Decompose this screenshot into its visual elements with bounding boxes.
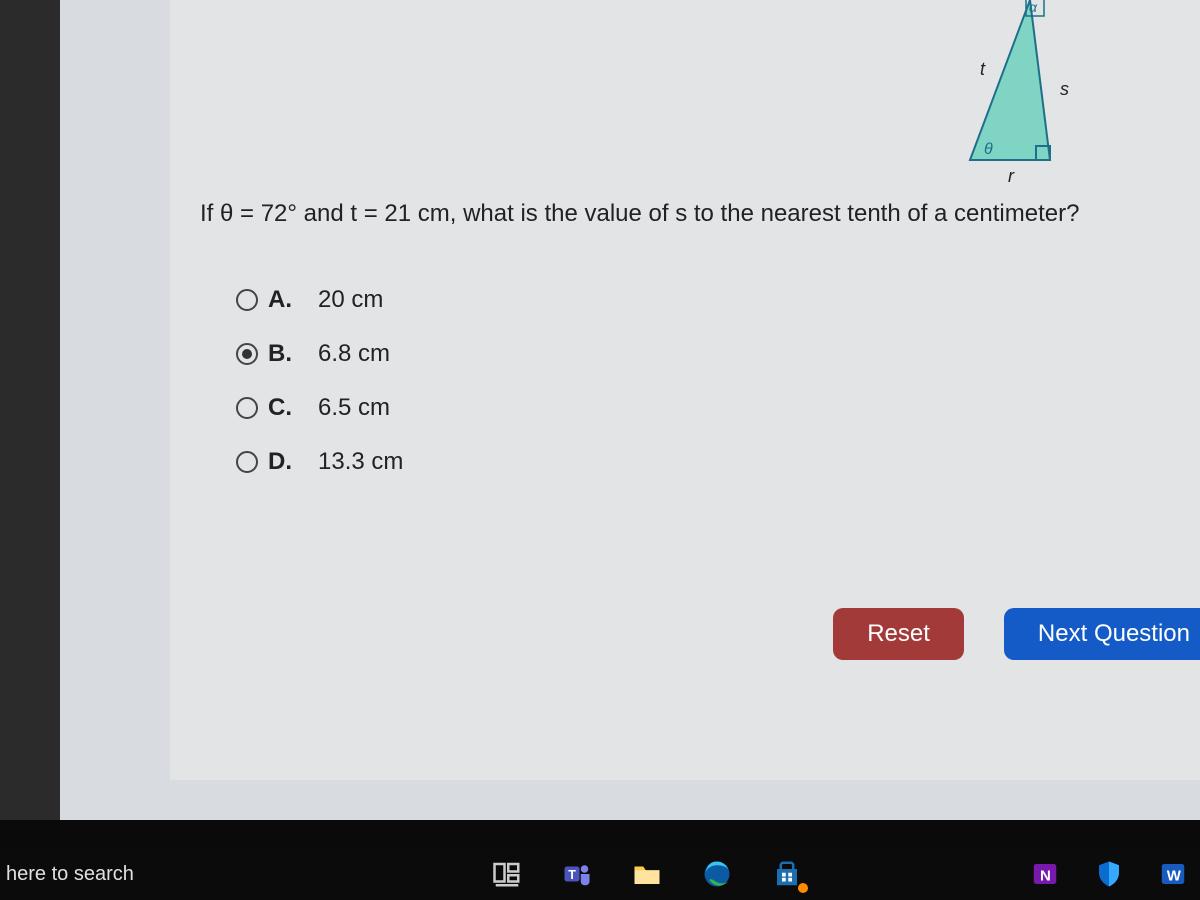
taskbar: here to search T N <box>0 848 1200 900</box>
task-view-icon[interactable] <box>490 857 524 891</box>
taskbar-icons: T <box>490 857 804 891</box>
option-value: 6.5 cm <box>318 394 390 422</box>
option-letter: D. <box>268 448 298 476</box>
store-notification-dot <box>798 883 808 893</box>
radio-b[interactable] <box>236 343 258 365</box>
screen: α t s θ r If θ = 72° and t = 21 cm, what… <box>0 0 1200 900</box>
action-buttons: Reset Next Question <box>833 608 1200 660</box>
quiz-window: α t s θ r If θ = 72° and t = 21 cm, what… <box>0 0 1200 820</box>
next-question-button[interactable]: Next Question <box>1004 608 1200 660</box>
option-a[interactable]: A. 20 cm <box>236 286 403 314</box>
option-letter: B. <box>268 340 298 368</box>
option-letter: A. <box>268 286 298 314</box>
option-b[interactable]: B. 6.8 cm <box>236 340 403 368</box>
svg-text:W: W <box>1167 867 1182 884</box>
teams-icon[interactable]: T <box>560 857 594 891</box>
label-s: s <box>1060 79 1069 99</box>
options-list: A. 20 cm B. 6.8 cm C. 6.5 cm D. 13.3 cm <box>236 260 403 502</box>
store-icon[interactable] <box>770 857 804 891</box>
radio-d[interactable] <box>236 451 258 473</box>
file-explorer-icon[interactable] <box>630 857 664 891</box>
radio-a[interactable] <box>236 289 258 311</box>
svg-text:T: T <box>568 868 576 882</box>
reset-button[interactable]: Reset <box>833 608 964 660</box>
onenote-icon[interactable]: N <box>1028 857 1062 891</box>
option-d[interactable]: D. 13.3 cm <box>236 448 403 476</box>
taskbar-search-text[interactable]: here to search <box>6 863 134 886</box>
svg-text:N: N <box>1040 867 1051 884</box>
option-c[interactable]: C. 6.5 cm <box>236 394 403 422</box>
label-t: t <box>980 59 986 79</box>
edge-icon[interactable] <box>700 857 734 891</box>
triangle-svg: α t s θ r <box>930 0 1150 200</box>
triangle-shape <box>970 0 1050 160</box>
option-letter: C. <box>268 394 298 422</box>
word-icon[interactable]: W <box>1156 857 1190 891</box>
label-r: r <box>1008 166 1015 186</box>
option-value: 20 cm <box>318 286 383 314</box>
option-value: 13.3 cm <box>318 448 403 476</box>
question-panel: α t s θ r If θ = 72° and t = 21 cm, what… <box>170 0 1200 780</box>
triangle-figure: α t s θ r <box>930 0 1150 205</box>
question-text: If θ = 72° and t = 21 cm, what is the va… <box>200 200 1180 228</box>
security-icon[interactable] <box>1092 857 1126 891</box>
radio-c[interactable] <box>236 397 258 419</box>
taskbar-tray: N W <box>1028 857 1190 891</box>
label-theta: θ <box>984 141 993 158</box>
option-value: 6.8 cm <box>318 340 390 368</box>
label-alpha: α <box>1029 0 1038 15</box>
